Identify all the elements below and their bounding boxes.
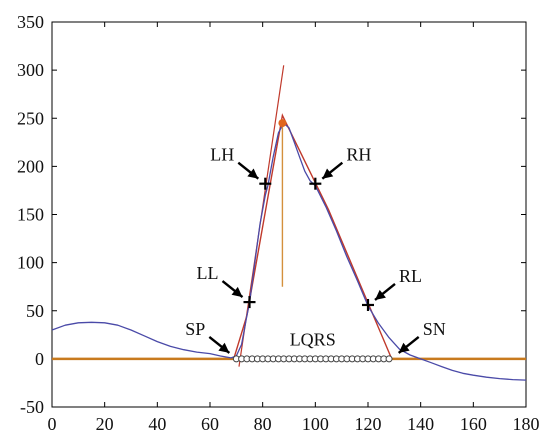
x-tick-label: 80 <box>254 414 272 434</box>
rl-arrow-head <box>375 289 386 300</box>
x-tick-label: 0 <box>48 414 57 434</box>
x-tick-label: 140 <box>407 414 434 434</box>
y-tick-label: 0 <box>35 349 44 369</box>
x-tick-label: 100 <box>302 414 329 434</box>
peak-layer <box>278 119 287 287</box>
y-tick-label: 200 <box>17 156 44 176</box>
lh-arrow-head <box>247 168 259 179</box>
rh-arrow-head <box>322 168 334 179</box>
ll-arrow-head <box>231 286 243 298</box>
rl-label: RL <box>399 266 422 286</box>
fit-layer <box>233 65 393 367</box>
peak-marker <box>278 119 287 128</box>
annotation-layer: LH RH LL RL SP SN LQRS <box>185 145 446 354</box>
lqrs-label: LQRS <box>290 329 336 349</box>
y-tick-label: 300 <box>17 60 44 80</box>
rh-label: RH <box>346 145 371 165</box>
ll-label: LL <box>197 263 219 283</box>
qrs-marker-layer <box>232 355 393 363</box>
y-tick-label: 100 <box>17 253 44 273</box>
x-tick-label: 180 <box>513 414 540 434</box>
sp-label: SP <box>185 319 205 339</box>
fit-line <box>233 113 393 360</box>
sn-arrow-head <box>398 342 410 353</box>
y-tick-label: 250 <box>17 108 44 128</box>
x-tick-label: 20 <box>96 414 114 434</box>
x-tick-label: 60 <box>201 414 219 434</box>
x-tick-label: 160 <box>460 414 487 434</box>
qrs-marker <box>385 355 393 363</box>
sn-label: SN <box>423 319 446 339</box>
lh-label: LH <box>210 145 234 165</box>
y-tick-label: 50 <box>26 301 44 321</box>
axis-ticks: 0 20 40 60 80 100 120 140 160 180-500501001502002… <box>17 12 540 434</box>
sp-arrow-head <box>218 342 230 353</box>
y-tick-label: 150 <box>17 205 44 225</box>
x-tick-label: 40 <box>148 414 166 434</box>
y-tick-label: 350 <box>17 12 44 32</box>
x-tick-label: 120 <box>355 414 382 434</box>
y-tick-label: -50 <box>20 397 44 417</box>
